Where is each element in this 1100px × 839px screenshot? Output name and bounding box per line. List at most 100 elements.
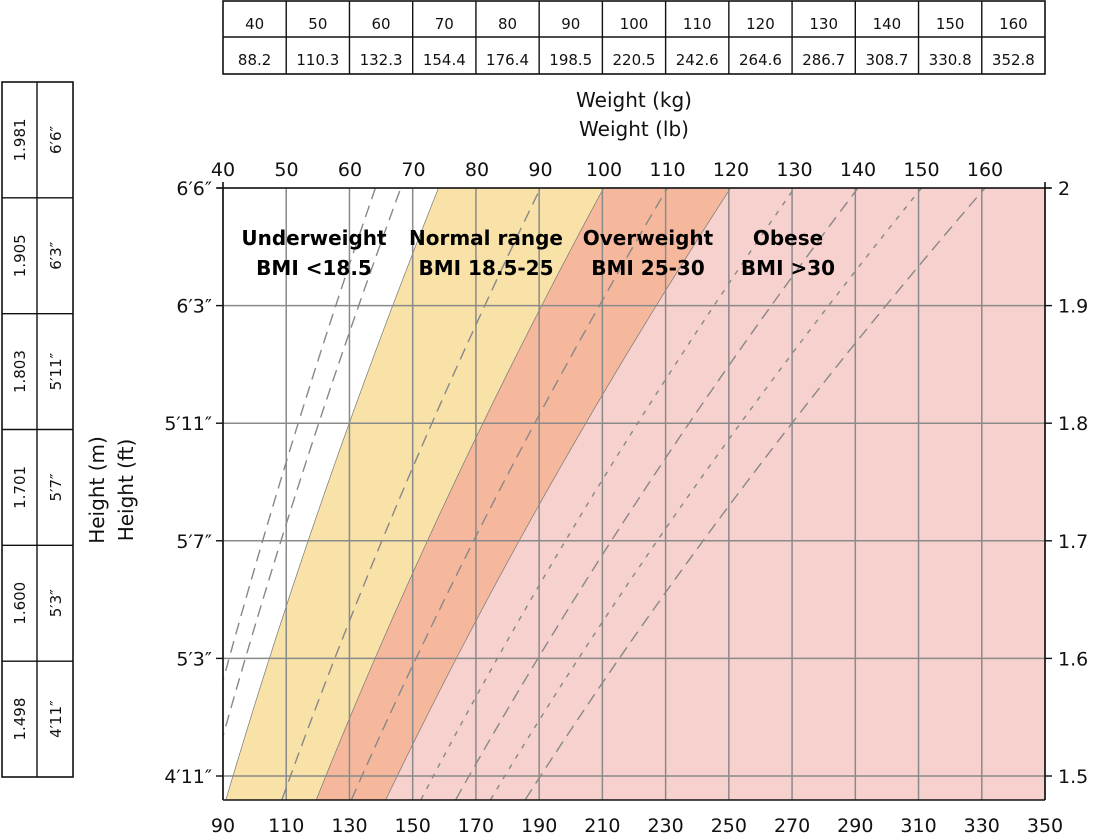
weight-table-lb-cell: 88.2 xyxy=(238,51,271,69)
weight-table-kg-cell: 140 xyxy=(873,15,902,33)
kg-tick-label: 60 xyxy=(338,159,362,181)
lb-tick-label: 150 xyxy=(395,815,431,837)
ft-tick-label: 6′3″ xyxy=(176,296,212,318)
weight-table-kg-cell: 130 xyxy=(809,15,838,33)
height-table-m-cell: 1.600 xyxy=(11,582,29,625)
lb-tick-label: 170 xyxy=(458,815,494,837)
weight-table-lb-cell: 330.8 xyxy=(929,51,972,69)
height-table-ft-cell: 6′3″ xyxy=(47,241,65,269)
lb-tick-label: 230 xyxy=(647,815,683,837)
weight-lb-axis-title: Weight (lb) xyxy=(579,117,689,141)
m-tick-label: 1.6 xyxy=(1058,648,1088,670)
weight-table-lb-cell: 154.4 xyxy=(423,51,466,69)
m-tick-label: 1.5 xyxy=(1058,766,1088,788)
category-label-normal: Normal range xyxy=(409,226,563,250)
weight-table-lb-cell: 264.6 xyxy=(739,51,782,69)
height-table-ft-cell: 5′11″ xyxy=(47,352,65,390)
m-tick-label: 2 xyxy=(1058,178,1070,200)
lb-tick-label: 350 xyxy=(1027,815,1063,837)
weight-table-lb-cell: 242.6 xyxy=(676,51,719,69)
band-obese xyxy=(386,188,1045,800)
kg-tick-label: 40 xyxy=(211,159,235,181)
kg-tick-label: 130 xyxy=(776,159,812,181)
ft-tick-label: 5′11″ xyxy=(164,413,212,435)
band-underweight xyxy=(223,188,439,800)
band-overweight xyxy=(316,188,731,800)
weight-table-kg-cell: 80 xyxy=(498,15,517,33)
kg-tick-label: 80 xyxy=(465,159,489,181)
kg-tick-label: 160 xyxy=(967,159,1003,181)
category-label-obese: Obese xyxy=(753,226,823,250)
weight-table-lb-cell: 176.4 xyxy=(486,51,529,69)
conversion-tables: 40 88.2 50 110.3 60 132.3 70 154.4 80 176.4 90 198.… xyxy=(1,0,1046,778)
weight-table-kg-cell: 120 xyxy=(746,15,775,33)
bmi-line-32.5 xyxy=(420,188,796,800)
lb-tick-label: 130 xyxy=(331,815,367,837)
height-table-m-cell: 1.498 xyxy=(11,698,29,741)
category-range-underweight: BMI <18.5 xyxy=(256,256,372,280)
axes xyxy=(216,182,1052,801)
height-table-m-cell: 1.905 xyxy=(11,234,29,277)
ft-tick-label: 4′11″ xyxy=(164,766,212,788)
kg-tick-label: 100 xyxy=(586,159,622,181)
gridlines xyxy=(222,187,1046,800)
weight-table-lb-cell: 286.7 xyxy=(802,51,845,69)
bmi-line-27.5 xyxy=(350,188,669,800)
weight-kg-axis-title: Weight (kg) xyxy=(576,88,692,112)
weight-table-lb-cell: 352.8 xyxy=(992,51,1035,69)
m-tick-label: 1.7 xyxy=(1058,531,1088,553)
weight-table-kg-cell: 60 xyxy=(372,15,391,33)
category-label-overweight: Overweight xyxy=(583,226,714,250)
lb-tick-label: 330 xyxy=(964,815,1000,837)
lb-tick-label: 210 xyxy=(584,815,620,837)
weight-table-kg-cell: 160 xyxy=(999,15,1028,33)
height-table-ft-cell: 5′7″ xyxy=(47,473,65,501)
weight-table-kg-cell: 50 xyxy=(308,15,327,33)
bmi-reference-lines xyxy=(223,188,986,800)
bmi-line-35 xyxy=(455,188,859,800)
height-table-m-cell: 1.981 xyxy=(11,118,29,161)
lb-tick-label: 310 xyxy=(900,815,936,837)
category-range-overweight: BMI 25-30 xyxy=(591,256,705,280)
height-table-ft-cell: 5′3″ xyxy=(47,589,65,617)
bmi-line-22.5 xyxy=(281,188,542,800)
weight-table-kg-cell: 90 xyxy=(561,15,580,33)
height-m-axis-title: Height (m) xyxy=(85,436,109,544)
category-range-obese: BMI >30 xyxy=(741,256,835,280)
bmi-line-17 xyxy=(223,188,402,739)
height-ft-axis-title: Height (ft) xyxy=(114,439,138,542)
weight-table-kg-cell: 150 xyxy=(936,15,965,33)
ft-tick-label: 5′3″ xyxy=(176,648,212,670)
weight-table-lb-cell: 220.5 xyxy=(613,51,656,69)
lb-tick-label: 190 xyxy=(521,815,557,837)
weight-table-lb-cell: 132.3 xyxy=(360,51,403,69)
kg-tick-label: 90 xyxy=(528,159,552,181)
weight-table-lb-cell: 308.7 xyxy=(865,51,908,69)
band-normal-range xyxy=(226,188,604,800)
height-table-m-cell: 1.803 xyxy=(11,350,29,393)
kg-tick-label: 70 xyxy=(401,159,425,181)
category-label-underweight: Underweight xyxy=(241,226,387,250)
weight-table-kg-cell: 110 xyxy=(683,15,712,33)
lb-tick-label: 250 xyxy=(711,815,747,837)
height-table-ft-cell: 4′11″ xyxy=(47,700,65,738)
m-tick-label: 1.9 xyxy=(1058,296,1088,318)
ft-tick-label: 6′6″ xyxy=(176,178,212,200)
kg-tick-label: 150 xyxy=(903,159,939,181)
lb-tick-label: 90 xyxy=(211,815,235,837)
height-table-ft-cell: 6′6″ xyxy=(47,125,65,153)
kg-tick-label: 140 xyxy=(840,159,876,181)
ft-tick-label: 5′7″ xyxy=(176,531,212,553)
kg-tick-label: 120 xyxy=(713,159,749,181)
lb-tick-label: 270 xyxy=(774,815,810,837)
weight-table-kg-cell: 70 xyxy=(435,15,454,33)
bmi-line-40 xyxy=(524,188,986,800)
weight-table-lb-cell: 110.3 xyxy=(296,51,339,69)
weight-table-kg-cell: 100 xyxy=(620,15,649,33)
lb-tick-label: 110 xyxy=(268,815,304,837)
weight-table-kg-cell: 40 xyxy=(245,15,264,33)
height-table-m-cell: 1.701 xyxy=(11,466,29,509)
m-tick-label: 1.8 xyxy=(1058,413,1088,435)
kg-tick-label: 50 xyxy=(274,159,298,181)
